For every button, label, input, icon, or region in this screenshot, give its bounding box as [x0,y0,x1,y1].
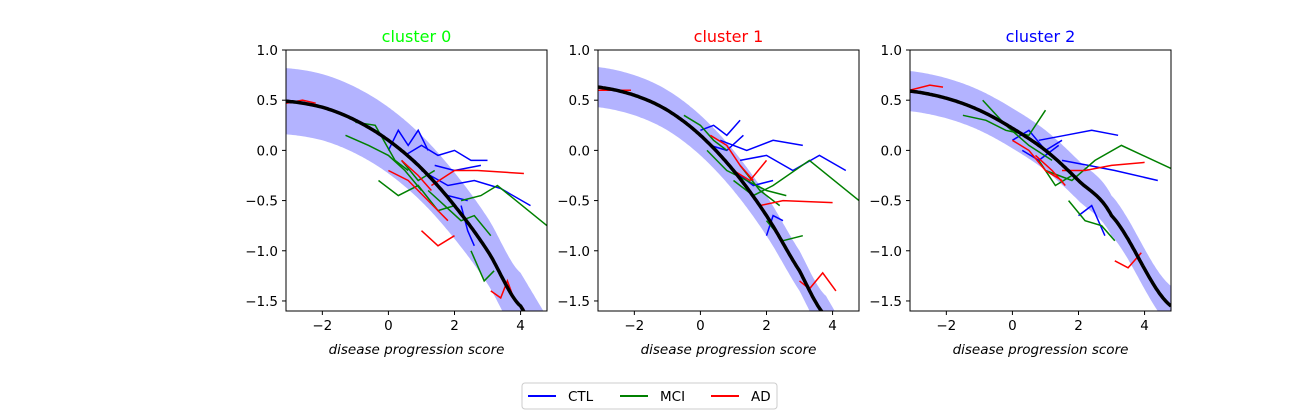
trajectory-ad [1012,139,1063,182]
y-tick-label: −1.0 [557,244,590,260]
y-tick-label: 0.0 [257,143,278,159]
legend: CTL MCI AD [521,382,778,410]
trajectory-ad [1062,161,1145,172]
y-tick-label: −0.5 [557,194,590,210]
confidence-band [286,68,544,311]
trajectory-ad [401,159,432,191]
panel-title: cluster 1 [694,27,764,46]
panel-title: cluster 2 [1006,27,1076,46]
y-tick-label: −1.0 [869,244,902,260]
trajectory-mci [345,134,423,191]
legend-label-mci: MCI [660,389,685,405]
legend-label-ad: AD [751,389,771,405]
trajectory-ad [759,199,833,207]
trajectory-ctl [765,214,784,236]
x-tick-label: 2 [450,318,459,334]
trajectory-ctl [739,154,847,172]
legend-label-ctl: CTL [568,389,594,405]
panel-0: −2 0 2 4 1.0 0.5 0.0 −0.5 −1.0 −1.5 cluster 0 disea… [245,27,548,358]
y-tick-label: 1.0 [881,43,902,59]
trajectory-mci [683,114,728,151]
fit-curve [286,99,526,311]
trajectory-ad [709,134,754,181]
panel-2: −2 0 2 4 1.0 0.5 0.0 −0.5 −1.0 −1.5 cluster 2 disea… [869,27,1172,358]
x-tick-label: 2 [762,318,771,334]
fit-curve [910,89,1171,308]
x-tick-label: −2 [624,318,644,334]
trajectory-mci [470,250,495,283]
axes-frame [285,49,548,312]
trajectory-mci [982,99,1053,162]
trajectory-ctl [387,128,429,151]
y-tick-label: −0.5 [245,194,278,210]
trajectory-ctl [733,169,774,187]
x-tick-label: 0 [384,318,393,334]
x-axis-label: disease progression score [953,342,1129,358]
plot-area [910,71,1171,311]
trajectory-mci [1068,200,1116,242]
trajectory-mci [1045,144,1171,182]
y-tick-label: 0.5 [569,93,590,109]
trajectory-mci [706,149,787,197]
confidence-band [598,67,835,311]
x-axis-label: disease progression score [641,342,817,358]
legend-box [521,382,778,410]
trajectory-mci [378,179,455,212]
trajectory-ad [420,230,455,247]
x-axis-label: disease progression score [329,342,505,358]
trajectory-mci [427,189,492,237]
y-tick-label: −1.5 [557,294,590,310]
x-tick-label: −2 [312,318,332,334]
trajectory-ad [910,84,944,91]
y-tick-label: 0.5 [881,93,902,109]
trajectory-mci [962,109,1047,137]
y-tick-label: 0.0 [881,143,902,159]
trajectory-ad [1034,154,1066,186]
trajectory-ctl [700,119,741,137]
x-tick-label: 4 [516,318,525,334]
trajectory-ad [799,271,837,292]
y-tick-label: 1.0 [569,43,590,59]
plot-area [286,68,547,311]
panel-1: −2 0 2 4 1.0 0.5 0.0 −0.5 −1.0 −1.5 cluster 1 disea… [557,27,860,358]
axes-frame [597,49,860,312]
y-tick-label: 1.0 [257,43,278,59]
panel-title: cluster 0 [382,27,452,46]
axes-frame [909,49,1172,312]
x-tick-label: 0 [696,318,705,334]
x-tick-label: 4 [1140,318,1149,334]
trajectory-ad [430,169,524,187]
fit-curve [598,85,824,311]
y-tick-label: 0.5 [257,93,278,109]
x-tick-label: 4 [828,318,837,334]
y-tick-label: 0.0 [569,143,590,159]
y-tick-label: −0.5 [869,194,902,210]
confidence-band [910,71,1171,311]
plot-area [598,67,859,311]
trajectory-ad [388,169,449,222]
y-tick-label: −1.0 [245,244,278,260]
x-tick-label: 0 [1008,318,1017,334]
y-tick-label: −1.5 [245,294,278,310]
trajectory-ctl [404,144,488,162]
y-tick-label: −1.5 [869,294,902,310]
x-tick-label: 2 [1074,318,1083,334]
trajectory-mci [460,184,547,227]
trajectory-ctl [1038,129,1119,142]
x-tick-label: −2 [936,318,956,334]
trajectory-ad [733,159,768,182]
trajectory-mci [733,159,859,202]
